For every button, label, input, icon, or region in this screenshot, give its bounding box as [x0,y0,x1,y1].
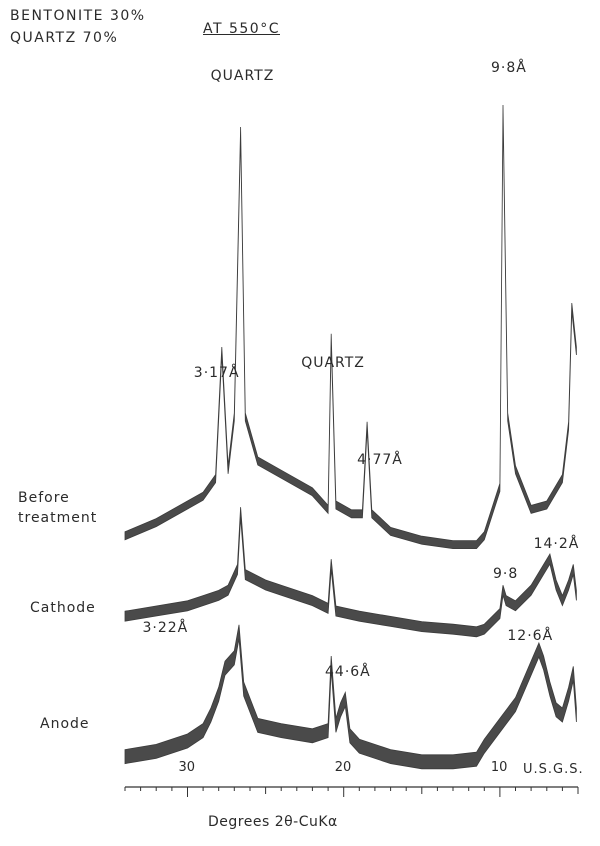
x-tick-label: 20 [335,760,352,775]
temperature-condition: AT 550°C [203,21,280,37]
usgs-credit: U.S.G.S. [523,762,584,777]
x-tick-label: 10 [491,760,508,775]
composition-quartz: QUARTZ 70% [10,30,119,46]
series-label-before: Before treatment [18,490,98,526]
peak-label: 3·22Å [143,619,189,636]
series-label-anode: Anode [40,716,90,732]
peak-label: QUARTZ [211,68,275,84]
xrd-trace-before-treatment [124,104,577,549]
peak-label: 12·6Å [507,627,553,644]
x-tick-label: 30 [179,760,196,775]
peak-label: 4·77Å [357,451,403,468]
peak-label: 3·17Å [194,364,240,381]
peak-label: 44·6Å [325,663,371,680]
peak-label: QUARTZ [301,355,365,371]
xrd-trace-cathode [124,507,577,638]
peak-label: 9·8Å [491,59,527,76]
composition-bentonite: BENTONITE 30% [10,8,146,24]
series-label-cathode: Cathode [30,600,96,616]
x-axis-label: Degrees 2θ-CuKα [208,814,338,830]
peak-label: 14·2Å [534,535,580,552]
peak-label: 9·8 [493,566,518,582]
xrd-trace-anode [124,624,577,770]
